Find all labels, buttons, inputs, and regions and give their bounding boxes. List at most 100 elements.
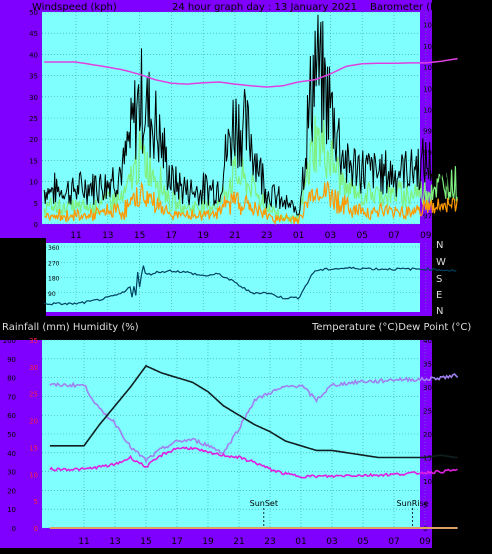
wind-xtick-label: 15	[134, 231, 145, 241]
humidity-ytick-label: 90	[7, 356, 16, 364]
header-barometer-label: Barometer (hpa)	[370, 2, 453, 13]
humidity-ytick-label: 30	[7, 469, 16, 477]
temp-xtick-label: 15	[140, 537, 151, 547]
compass-e: E	[436, 290, 442, 301]
wind-xtick-label: 23	[261, 231, 272, 241]
wind-average-series	[43, 115, 458, 224]
wind-direction-series	[44, 265, 457, 306]
humidity-ytick-label: 20	[7, 487, 16, 495]
humidity-ytick-label: 0	[12, 525, 16, 533]
direction-ytick-label: 180	[48, 276, 60, 283]
rainfall-ytick-label: 30	[29, 364, 38, 372]
temp-xtick-label: 13	[109, 537, 120, 547]
rainfall-ytick-label: 25	[29, 391, 38, 399]
wind-xtick-label: 07	[388, 231, 399, 241]
direction-side-left	[0, 238, 46, 316]
direction-ytick-label: 90	[48, 291, 56, 298]
humidity-ytick-label: 100	[3, 337, 16, 345]
rainfall-ytick-label: 20	[29, 418, 38, 426]
temperature-ytick-label: 35	[423, 361, 432, 369]
temp-xtick-label: 07	[388, 537, 399, 547]
wind-gust-series	[43, 14, 458, 216]
wind-xtick-label: 01	[293, 231, 304, 241]
temperature-ytick-label: 30	[423, 384, 432, 392]
compass-s: S	[436, 274, 442, 285]
temperature-ytick-label: 25	[423, 408, 432, 416]
bottom-margin	[0, 548, 492, 554]
rainfall-ytick-label: 15	[29, 444, 38, 452]
wind-xtick-label: 19	[197, 231, 209, 241]
barometer-ytick-label: 995	[423, 128, 436, 136]
rainfall-ytick-label: 35	[29, 337, 38, 345]
temp-xtick-label: 09	[419, 537, 431, 547]
temp-xtick-label: 03	[326, 537, 337, 547]
wind-xtick-label: 05	[356, 231, 367, 241]
wind-ytick-label: 20	[29, 136, 38, 144]
barometer-ytick-label: 1010	[423, 64, 441, 72]
wind-xtick-label: 09	[420, 231, 432, 241]
direction-ytick-label: 360	[48, 245, 60, 252]
temperature-series	[49, 364, 458, 459]
barometer-ytick-label: 1005	[423, 85, 441, 93]
wind-ytick-label: 50	[29, 9, 38, 17]
right-margin	[432, 0, 492, 554]
compass-w: W	[436, 257, 446, 268]
temp-xtick-label: 23	[264, 537, 275, 547]
header-title: 24 hour graph day : 13 January 2021	[172, 2, 357, 13]
wind-xtick-label: 21	[229, 231, 240, 241]
wind-ytick-label: 15	[29, 157, 38, 165]
wind-xtick-label: 17	[166, 231, 177, 241]
barometer-ytick-label: 1020	[423, 22, 441, 30]
wind-ytick-label: 5	[34, 200, 38, 208]
dewpoint-series	[49, 446, 458, 479]
humidity-ytick-label: 10	[7, 506, 16, 514]
header-windspeed-label: Windspeed (kph)	[32, 2, 117, 13]
humidity-ytick-label: 70	[7, 393, 16, 401]
wind-minimum-series	[44, 181, 458, 226]
humidity-ytick-label: 50	[7, 431, 16, 439]
barometer-ytick-label: 985	[423, 170, 436, 178]
temperature-dewpoint-label: Temperature (°C)Dew Point (°C)	[311, 322, 471, 333]
wind-ytick-label: 25	[29, 115, 38, 123]
wind-ytick-label: 45	[29, 30, 38, 38]
compass-n-bottom: N	[436, 306, 443, 317]
temp-xtick-label: 11	[78, 537, 89, 547]
wind-xtick-label: 11	[70, 231, 81, 241]
wind-ytick-label: 40	[29, 51, 38, 59]
separator-band	[0, 316, 432, 340]
wind-ytick-label: 35	[29, 73, 38, 81]
temperature-ytick-label: 20	[423, 431, 432, 439]
temp-xtick-label: 19	[202, 537, 214, 547]
humidity-series	[49, 373, 459, 464]
wind-xtick-label: 13	[102, 231, 113, 241]
compass-n-top: N	[436, 240, 443, 251]
temp-xtick-label: 05	[357, 537, 368, 547]
wind-chart: 0510152025303540455097598098599099510001…	[29, 9, 458, 241]
humidity-ytick-label: 80	[7, 375, 16, 383]
rainfall-ytick-label: 10	[29, 471, 38, 479]
wind-ytick-label: 10	[29, 179, 38, 187]
rainfall-ytick-label: 0	[34, 525, 38, 533]
temperature-ytick-label: 15	[423, 455, 432, 463]
humidity-ytick-label: 60	[7, 412, 16, 420]
wind-xtick-label: 03	[325, 231, 336, 241]
wind-ytick-label: 0	[34, 221, 38, 229]
temp-xtick-label: 21	[233, 537, 244, 547]
barometer-series	[44, 57, 458, 88]
rainfall-ytick-label: 5	[34, 498, 38, 506]
barometer-ytick-label: 975	[423, 213, 436, 221]
temperature-chart: 0102030405060708090100051015202530350510…	[3, 337, 459, 547]
barometer-ytick-label: 1000	[423, 107, 441, 115]
temperature-ytick-label: 10	[423, 478, 432, 486]
temperature-ytick-label: 40	[423, 337, 432, 345]
barometer-ytick-label: 1015	[423, 43, 441, 51]
direction-chart: 90 180 270 360	[44, 243, 457, 312]
sun-marker-label: SunSet	[250, 499, 278, 508]
sun-marker-label: SunRise	[397, 499, 429, 508]
temp-xtick-label: 17	[171, 537, 182, 547]
wind-ytick-label: 30	[29, 94, 38, 102]
rainfall-humidity-label: Rainfall (mm) Humidity (%)	[2, 322, 139, 333]
humidity-ytick-label: 40	[7, 450, 16, 458]
direction-ytick-label: 270	[48, 260, 60, 267]
